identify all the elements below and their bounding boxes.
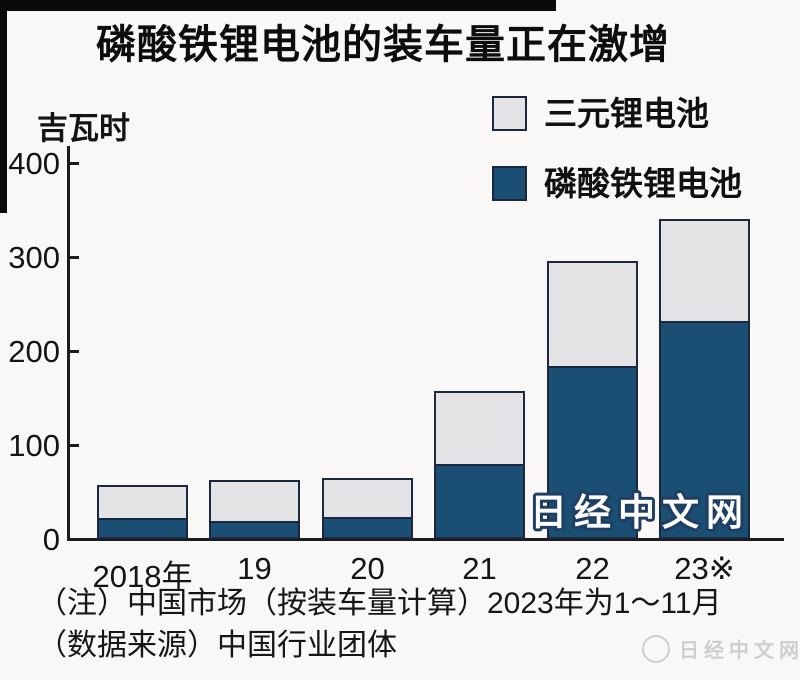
legend-swatch-ternary-icon xyxy=(492,96,527,131)
y-tick-label: 400 xyxy=(8,146,60,181)
y-tick-mark xyxy=(70,444,79,447)
bar-2018年 xyxy=(97,485,188,539)
y-tick-mark xyxy=(70,350,79,353)
legend-item-ternary: 三元锂电池 xyxy=(492,96,742,131)
x-tick-label: 2018年 xyxy=(92,559,193,594)
x-tick-label: 21 xyxy=(462,551,497,586)
bar-segment-lfp xyxy=(661,321,748,537)
bar-segment-lfp xyxy=(99,518,186,537)
legend-label-ternary: 三元锂电池 xyxy=(544,95,709,132)
bar-22 xyxy=(547,261,638,539)
y-tick-label: 100 xyxy=(8,428,60,463)
bar-segment-lfp xyxy=(324,517,411,537)
footnote-line-2: （数据来源）中国行业团体 xyxy=(37,629,397,662)
x-tick-label: 23※ xyxy=(674,551,735,586)
bar-20 xyxy=(322,478,413,539)
bar-segment-ternary xyxy=(211,482,298,521)
legend: 三元锂电池 磷酸铁锂电池 xyxy=(492,96,742,201)
nikkei-watermark: 日经中文网 xyxy=(526,487,762,542)
bar-19 xyxy=(209,480,300,539)
legend-label-lfp: 磷酸铁锂电池 xyxy=(544,165,742,202)
y-axis-line xyxy=(67,146,70,540)
scan-artifact-top xyxy=(0,0,556,11)
y-tick-mark xyxy=(70,162,79,165)
corner-watermark-logo-icon xyxy=(642,634,670,663)
scan-artifact-left xyxy=(0,0,7,213)
legend-swatch-lfp-icon xyxy=(492,166,527,201)
corner-watermark-text: 日经中文网 xyxy=(679,640,800,662)
bar-segment-ternary xyxy=(99,487,186,518)
bar-segment-ternary xyxy=(436,393,523,464)
y-tick-label: 300 xyxy=(8,240,60,275)
x-tick-label: 19 xyxy=(237,551,272,586)
bar-segment-lfp xyxy=(436,464,523,537)
corner-watermark: 日经中文网 xyxy=(642,634,800,663)
y-tick-label: 200 xyxy=(8,334,60,369)
bar-segment-ternary xyxy=(661,221,748,321)
bar-segment-lfp xyxy=(211,521,298,537)
x-axis-line xyxy=(67,538,784,541)
x-tick-label: 22 xyxy=(575,551,610,586)
y-tick-mark xyxy=(70,256,79,259)
y-axis-unit-label: 吉瓦时 xyxy=(37,111,130,146)
legend-item-lfp: 磷酸铁锂电池 xyxy=(492,166,742,201)
y-tick-label: 0 xyxy=(42,522,60,557)
chart-title: 磷酸铁锂电池的装车量正在激增 xyxy=(96,23,670,67)
bar-21 xyxy=(434,391,525,539)
x-tick-label: 20 xyxy=(350,551,385,586)
footnote-line-1: （注）中国市场（按装车量计算）2023年为1～11月 xyxy=(37,587,722,620)
bar-23※ xyxy=(659,219,750,539)
bar-segment-ternary xyxy=(324,480,411,517)
footnotes: （注）中国市场（按装车量计算）2023年为1～11月 （数据来源）中国行业团体 xyxy=(37,583,722,667)
bar-segment-ternary xyxy=(549,263,636,366)
bar-segment-lfp xyxy=(549,366,636,537)
nikkei-watermark-text: 日经中文网 xyxy=(530,492,750,533)
